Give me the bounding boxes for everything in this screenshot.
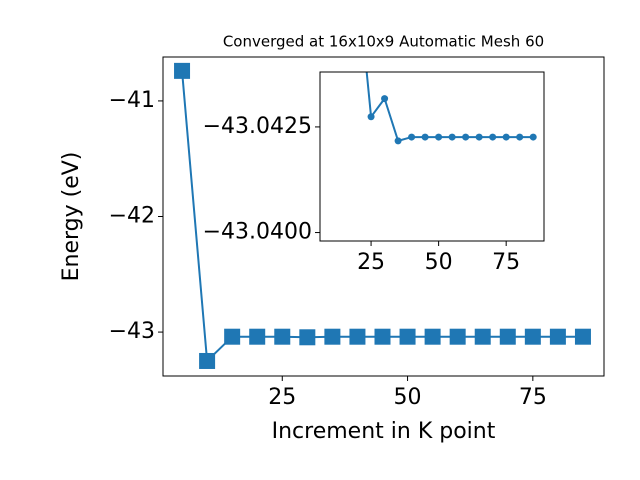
marker: [274, 328, 291, 345]
marker: [448, 133, 456, 141]
x-tick-label: 50: [394, 385, 422, 410]
x-tick-label: 50: [425, 250, 453, 275]
marker: [408, 133, 416, 141]
y-axis-label: Energy (eV): [59, 152, 84, 282]
marker: [199, 352, 216, 369]
marker: [516, 133, 524, 141]
marker: [462, 133, 470, 141]
marker: [381, 95, 389, 103]
marker: [399, 328, 416, 345]
marker: [374, 328, 391, 345]
marker: [529, 133, 537, 141]
y-tick-label: −43.0425: [203, 114, 312, 139]
marker: [524, 328, 541, 345]
marker: [474, 328, 491, 345]
marker: [574, 328, 591, 345]
plot-frame: [319, 71, 545, 242]
marker: [299, 329, 316, 346]
marker: [499, 328, 516, 345]
marker: [224, 328, 241, 345]
x-tick-label: 75: [519, 385, 547, 410]
marker: [349, 328, 366, 345]
marker: [489, 133, 497, 141]
plot-group: [365, 72, 537, 145]
marker: [174, 62, 191, 79]
marker: [424, 328, 441, 345]
y-tick-label: −42: [109, 204, 155, 229]
marker: [367, 113, 375, 121]
plot-area: [320, 72, 544, 241]
x-axis-label: Increment in K point: [272, 419, 496, 444]
marker: [449, 328, 466, 345]
x-tick-label: 25: [357, 250, 385, 275]
marker: [502, 133, 510, 141]
marker: [324, 328, 341, 345]
marker: [249, 328, 266, 345]
y-tick-label: −43.0400: [203, 220, 312, 245]
marker: [549, 328, 566, 345]
y-tick-label: −43: [109, 319, 155, 344]
marker: [435, 133, 443, 141]
marker: [421, 133, 429, 141]
y-tick-label: −41: [109, 88, 155, 113]
marker: [475, 133, 483, 141]
plot-frame: [162, 56, 605, 377]
x-tick-label: 75: [492, 250, 520, 275]
chart-title: Converged at 16x10x9 Automatic Mesh 60: [223, 33, 544, 51]
plot-group: [174, 62, 591, 369]
marker: [394, 137, 402, 145]
x-tick-label: 25: [268, 385, 296, 410]
